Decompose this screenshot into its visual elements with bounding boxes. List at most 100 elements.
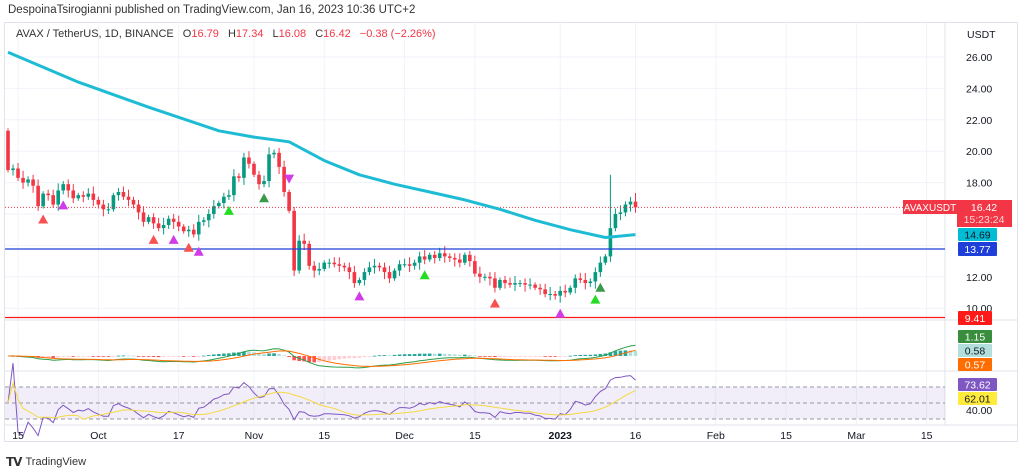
candle-body xyxy=(282,166,286,193)
macd-histogram-bar xyxy=(548,356,552,357)
candle-body xyxy=(6,130,10,171)
macd-histogram-bar xyxy=(523,356,527,357)
x-tick-label: 15 xyxy=(469,430,481,442)
candle-body xyxy=(422,256,427,260)
macd-histogram-bar xyxy=(156,356,161,358)
candle-body xyxy=(623,204,628,213)
candle-body xyxy=(41,193,45,207)
macd-histogram-bar xyxy=(101,356,106,357)
candle-body xyxy=(262,181,266,185)
symbol-legend: AVAX / TetherUS, 1D, BINANCE O16.79 H17.… xyxy=(16,28,436,40)
candle-body xyxy=(116,192,121,196)
macd-histogram-bar xyxy=(237,352,241,356)
brand-name: TradingView xyxy=(25,456,87,468)
macd-histogram-bar xyxy=(287,356,291,358)
macd-value-label-bg xyxy=(958,330,992,343)
macd-histogram-bar xyxy=(41,356,45,358)
macd-histogram-bar xyxy=(171,356,176,357)
candle-body xyxy=(337,264,342,266)
candle-body xyxy=(397,264,402,271)
signal-up-triangle xyxy=(193,246,204,256)
candle-body xyxy=(387,272,392,279)
macd-histogram-bar xyxy=(186,356,191,357)
macd-histogram-bar xyxy=(106,356,111,357)
macd-histogram-bar xyxy=(332,356,337,360)
signal-up-triangle xyxy=(595,282,606,292)
candle-body xyxy=(583,279,588,284)
x-tick-label: Oct xyxy=(90,430,106,442)
publish-info: DespoinaTsirogianni published on Trading… xyxy=(8,4,416,16)
rsi-tick-label: 40.00 xyxy=(966,405,992,417)
macd-histogram-bar xyxy=(272,353,276,356)
symbol-tag: AVAXUSDT xyxy=(904,203,956,214)
candle-body xyxy=(26,179,30,183)
signal-value-label-bg xyxy=(958,358,992,371)
price-scale-unit: USDT xyxy=(967,29,996,41)
candle-body xyxy=(121,192,126,197)
candle-body xyxy=(126,196,131,200)
candle-body xyxy=(568,287,573,293)
macd-histogram-bar xyxy=(478,356,482,357)
macd-histogram-bar xyxy=(91,356,96,357)
close-label: C xyxy=(315,28,324,40)
histogram-value-label: 0.58 xyxy=(965,346,986,358)
rsi-ma-line xyxy=(7,381,636,420)
macd-histogram-bar xyxy=(262,353,266,356)
macd-histogram-bar xyxy=(392,354,397,356)
x-tick-label: Nov xyxy=(245,430,264,442)
candle-body xyxy=(543,289,547,295)
tradingview-brand[interactable]: 𝗧𝗩 TradingView xyxy=(6,455,86,469)
macd-histogram-bar xyxy=(181,356,186,357)
rsi-line xyxy=(7,362,636,437)
candle-body xyxy=(593,272,598,282)
candle-body xyxy=(71,190,76,199)
macd-histogram-bar xyxy=(257,353,261,356)
macd-histogram-bar xyxy=(452,354,457,356)
macd-histogram-bar xyxy=(533,356,537,357)
candle-body xyxy=(151,217,156,224)
x-tick-label: 16 xyxy=(630,430,642,442)
candle-body xyxy=(488,276,492,279)
close-value: 16.42 xyxy=(323,28,351,40)
candle-body xyxy=(618,212,623,214)
candle-body xyxy=(347,267,352,273)
signal-up-triangle xyxy=(58,200,69,210)
candle-body xyxy=(478,273,482,277)
macd-histogram-bar xyxy=(568,355,573,357)
candle-body xyxy=(272,152,276,155)
macd-histogram-bar xyxy=(51,356,55,358)
macd-histogram-bar xyxy=(327,356,332,361)
change-value: −0.38 (−2.26%) xyxy=(359,28,436,40)
macd-histogram-bar xyxy=(196,356,201,357)
candle-body xyxy=(181,226,186,232)
ema-value-label: 14.69 xyxy=(964,230,990,242)
candle-body xyxy=(523,283,527,285)
macd-histogram-bar xyxy=(76,356,81,357)
macd-histogram-bar xyxy=(483,356,487,357)
macd-histogram-bar xyxy=(628,350,633,356)
candle-body xyxy=(432,254,437,258)
macd-histogram-bar xyxy=(578,354,583,356)
candle-body xyxy=(503,279,507,284)
candle-body xyxy=(201,220,206,222)
candle-body xyxy=(46,193,50,196)
macd-histogram-bar xyxy=(242,351,246,356)
histogram-value-label-bg xyxy=(958,344,992,357)
macd-histogram-bar xyxy=(96,356,101,357)
candle-body xyxy=(171,218,176,222)
macd-histogram-bar xyxy=(292,356,296,361)
candle-body xyxy=(136,204,141,213)
macd-histogram-bar xyxy=(427,353,432,356)
y-tick-label: 12.00 xyxy=(966,272,992,284)
candle-body xyxy=(91,193,96,200)
high-label: H xyxy=(227,28,236,40)
macd-histogram-bar xyxy=(458,354,462,356)
macd-histogram-bar xyxy=(307,356,311,363)
candle-body xyxy=(342,265,347,268)
signal-up-triangle xyxy=(590,294,601,304)
macd-histogram-bar xyxy=(71,356,76,357)
candle-body xyxy=(141,212,146,222)
y-tick-label: 18.00 xyxy=(966,178,992,190)
macd-histogram-bar xyxy=(212,354,216,356)
